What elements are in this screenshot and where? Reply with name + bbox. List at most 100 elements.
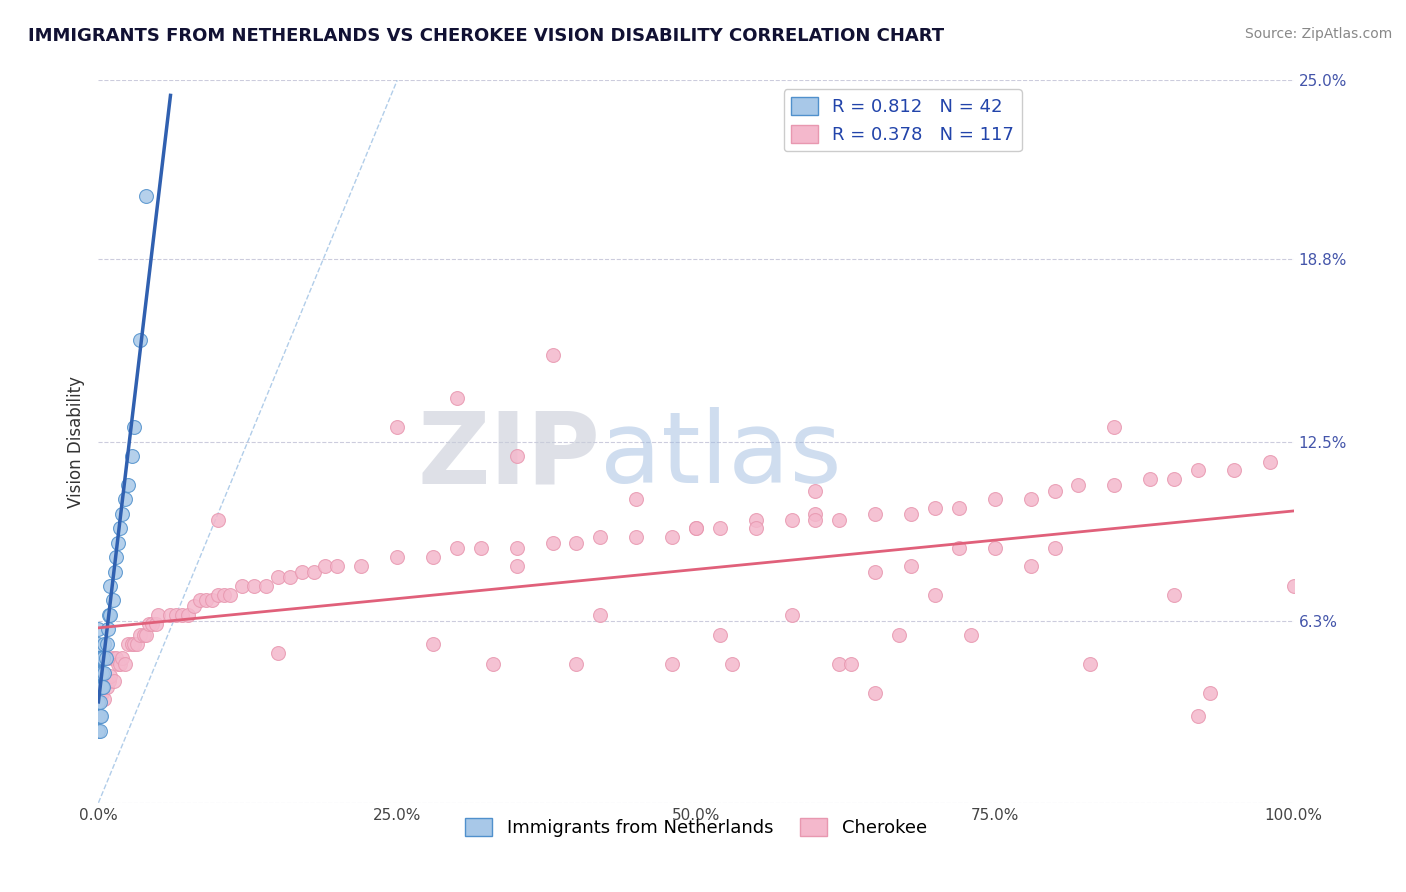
Point xyxy=(87,695,110,709)
Point xyxy=(589,530,612,544)
Point xyxy=(565,657,588,671)
Point xyxy=(231,579,253,593)
Point xyxy=(212,588,235,602)
Point xyxy=(661,530,683,544)
Point xyxy=(114,492,136,507)
Point xyxy=(89,695,111,709)
Point xyxy=(804,512,827,526)
Point xyxy=(984,541,1007,556)
Point xyxy=(148,607,170,622)
Point xyxy=(1199,686,1222,700)
Point xyxy=(93,665,115,680)
Point xyxy=(135,628,157,642)
Point xyxy=(900,507,922,521)
Point xyxy=(98,674,121,689)
Text: IMMIGRANTS FROM NETHERLANDS VS CHEROKEE VISION DISABILITY CORRELATION CHART: IMMIGRANTS FROM NETHERLANDS VS CHEROKEE … xyxy=(28,27,945,45)
Point xyxy=(89,709,111,723)
Point xyxy=(90,680,112,694)
Point xyxy=(87,623,110,637)
Point xyxy=(326,558,349,573)
Point xyxy=(589,607,612,622)
Point xyxy=(481,657,505,671)
Point xyxy=(91,668,114,682)
Point xyxy=(183,599,205,614)
Point xyxy=(506,449,529,463)
Point xyxy=(145,616,167,631)
Point xyxy=(90,709,112,723)
Point xyxy=(101,593,124,607)
Point xyxy=(121,637,143,651)
Point xyxy=(129,628,152,642)
Point xyxy=(721,657,744,671)
Point xyxy=(89,651,111,665)
Point xyxy=(91,651,114,665)
Point xyxy=(278,570,301,584)
Point xyxy=(91,665,114,680)
Point xyxy=(129,334,152,348)
Point xyxy=(960,628,983,642)
Point xyxy=(385,420,409,434)
Point xyxy=(1187,709,1209,723)
Point xyxy=(1282,579,1305,593)
Point xyxy=(117,637,139,651)
Point xyxy=(541,535,564,549)
Point xyxy=(114,657,136,671)
Point xyxy=(1043,541,1066,556)
Point xyxy=(254,579,277,593)
Point xyxy=(709,628,731,642)
Point xyxy=(87,709,110,723)
Point xyxy=(1163,588,1185,602)
Point xyxy=(87,680,110,694)
Text: Source: ZipAtlas.com: Source: ZipAtlas.com xyxy=(1244,27,1392,41)
Point xyxy=(1223,463,1246,477)
Point xyxy=(804,483,827,498)
Point xyxy=(924,588,946,602)
Point xyxy=(98,607,122,622)
Point xyxy=(141,616,163,631)
Point xyxy=(94,651,117,665)
Point xyxy=(93,691,115,706)
Point xyxy=(1080,657,1102,671)
Point xyxy=(291,565,314,579)
Point xyxy=(1019,558,1042,573)
Point xyxy=(207,512,229,526)
Point xyxy=(745,521,768,535)
Point xyxy=(626,530,648,544)
Point xyxy=(948,541,970,556)
Point xyxy=(900,558,922,573)
Point xyxy=(1019,492,1042,507)
Point xyxy=(626,492,648,507)
Point xyxy=(159,607,181,622)
Point xyxy=(87,680,110,694)
Point xyxy=(91,680,114,694)
Point xyxy=(841,657,863,671)
Point xyxy=(541,348,564,362)
Point xyxy=(984,492,1007,507)
Point xyxy=(93,637,115,651)
Point xyxy=(506,541,529,556)
Point xyxy=(302,565,325,579)
Point xyxy=(87,665,110,680)
Point xyxy=(94,674,117,689)
Point xyxy=(195,593,218,607)
Point xyxy=(90,651,112,665)
Point xyxy=(1187,463,1209,477)
Point xyxy=(91,680,114,694)
Point xyxy=(177,607,200,622)
Point xyxy=(87,651,110,665)
Point xyxy=(924,501,946,516)
Point xyxy=(385,550,409,565)
Point xyxy=(1104,420,1126,434)
Point xyxy=(89,665,111,680)
Point xyxy=(90,674,112,689)
Text: ZIP: ZIP xyxy=(418,408,600,505)
Point xyxy=(865,686,887,700)
Point xyxy=(96,680,118,694)
Point xyxy=(165,607,187,622)
Point xyxy=(1104,478,1126,492)
Point xyxy=(685,521,707,535)
Point xyxy=(90,665,112,680)
Point xyxy=(135,189,157,203)
Point xyxy=(219,588,242,602)
Point xyxy=(98,579,122,593)
